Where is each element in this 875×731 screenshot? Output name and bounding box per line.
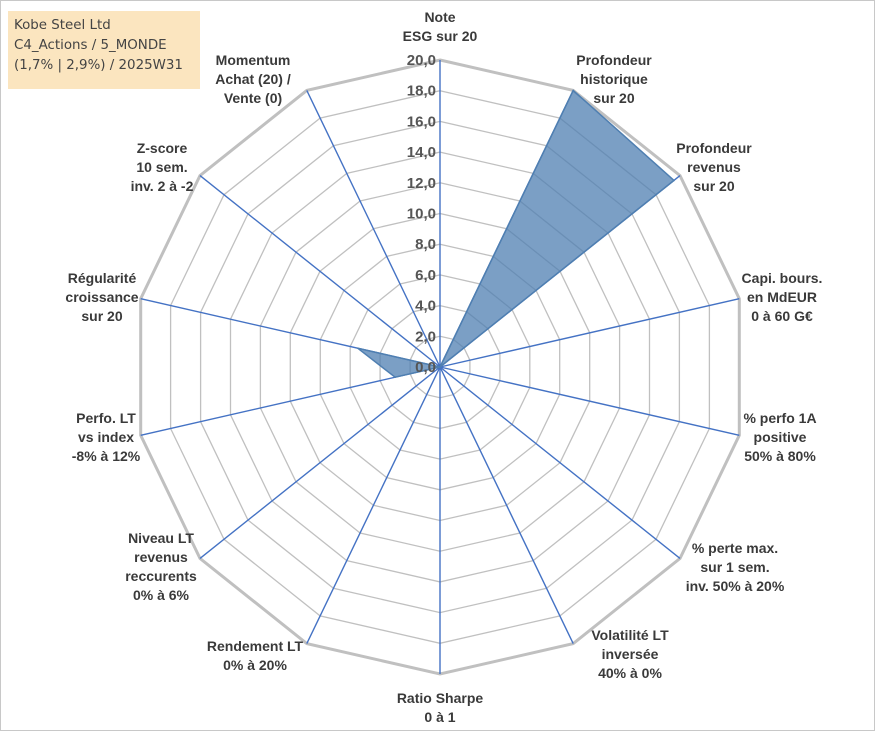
axis-label: Volatilité LT [591,627,669,643]
axis-label: reccurents [125,568,197,584]
axis-label: Profondeur [676,140,752,156]
radar-axis-labels: Note ESG sur 20 Profondeur historique sur 20… [65,9,822,725]
axis-label: % perfo 1A [743,410,816,426]
axis-label: Niveau LT [128,530,194,546]
tick-label: 16,0 [407,113,436,130]
tick-label: 0,0 [415,359,436,376]
axis-label: Vente (0) [224,90,282,106]
axis-label: inversée [602,646,659,662]
axis-label: 0 à 60 G€ [751,308,813,324]
axis-label: Rendement LT [207,638,304,654]
tick-label: 6,0 [415,267,436,284]
performance-period: (1,7% | 2,9%) / 2025W31 [14,58,183,73]
tick-label: 4,0 [415,298,436,315]
tick-label: 20,0 [407,52,436,69]
radar-spoke [439,366,574,644]
axis-label: croissance [65,289,138,305]
axis-label: en MdEUR [747,289,817,305]
axis-label: -8% à 12% [72,448,141,464]
axis-label: Achat (20) / [215,71,291,87]
axis-label: vs index [78,429,134,445]
tick-label: 10,0 [407,206,436,223]
axis-label: Momentum [216,52,291,68]
tick-label: 18,0 [407,83,436,100]
axis-label: Ratio Sharpe [397,690,484,706]
radar-spoke [306,90,441,368]
radar-spoke [439,298,740,368]
axis-label: 40% à 0% [598,665,662,681]
company-name: Kobe Steel Ltd [14,18,111,33]
axis-label: ESG sur 20 [403,28,478,44]
axis-label: revenus [134,549,188,565]
series-point [356,347,359,350]
series-point [394,376,396,379]
axis-label: historique [580,71,648,87]
radar-spoke [306,366,441,644]
axis-label: Perfo. LT [76,410,136,426]
axis-label: 0% à 20% [223,657,287,673]
series-point [572,89,574,92]
radar-spoke [199,175,441,368]
radar-spoke [140,366,441,436]
axis-label: revenus [687,159,741,175]
portfolio-category: C4_Actions / 5_MONDE [14,38,167,53]
radar-spoke [439,366,681,559]
radar-series [356,89,675,379]
axis-label: Régularité [68,270,137,286]
tick-label: 14,0 [407,144,436,161]
axis-label: sur 20 [81,308,122,324]
axis-label: Note [424,9,455,25]
axis-label: sur 20 [693,178,734,194]
axis-label: sur 1 sem. [700,559,769,575]
axis-label: inv. 50% à 20% [686,578,785,594]
radar-tick-labels: 0,0 2,0 4,0 6,0 8,0 10,0 12,0 14,0 16,0 18,0 20,0 [407,52,436,376]
radar-spoke [199,366,441,559]
axis-label: Profondeur [576,52,652,68]
axis-label: 0% à 6% [133,587,190,603]
axis-label: inv. 2 à -2 [131,178,194,194]
axis-label: Capi. bours. [742,270,823,286]
axis-label: Z-score [137,140,188,156]
series-point [439,366,441,368]
tick-label: 12,0 [407,175,436,192]
axis-label: % perte max. [692,540,778,556]
axis-label: 50% à 80% [744,448,816,464]
tick-label: 2,0 [415,328,436,345]
axis-label: positive [754,429,807,445]
series-point [673,179,675,182]
title-box: Kobe Steel Ltd C4_Actions / 5_MONDE (1,7… [8,11,200,89]
radar-spoke [439,366,740,436]
axis-label: 10 sem. [136,159,187,175]
axis-label: 0 à 1 [424,709,455,725]
axis-label: sur 20 [593,90,634,106]
tick-label: 8,0 [415,236,436,253]
